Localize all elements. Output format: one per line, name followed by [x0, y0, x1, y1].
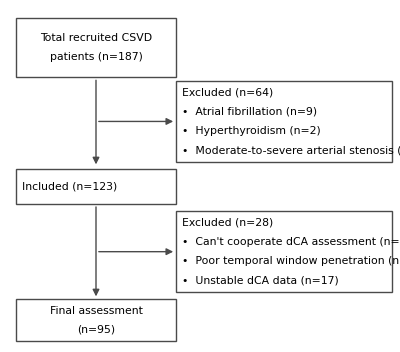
FancyBboxPatch shape — [16, 299, 176, 341]
Text: Included (n=123): Included (n=123) — [22, 182, 117, 191]
Text: Excluded (n=28): Excluded (n=28) — [182, 218, 273, 228]
Text: •  Unstable dCA data (n=17): • Unstable dCA data (n=17) — [182, 276, 339, 286]
FancyBboxPatch shape — [176, 81, 392, 162]
FancyBboxPatch shape — [176, 211, 392, 292]
Text: Final assessment: Final assessment — [50, 306, 142, 316]
Text: •  Hyperthyroidism (n=2): • Hyperthyroidism (n=2) — [182, 126, 321, 136]
Text: •  Can't cooperate dCA assessment (n=2): • Can't cooperate dCA assessment (n=2) — [182, 237, 400, 247]
Text: •  Atrial fibrillation (n=9): • Atrial fibrillation (n=9) — [182, 107, 317, 117]
Text: •  Poor temporal window penetration (n=9): • Poor temporal window penetration (n=9) — [182, 256, 400, 266]
Text: Excluded (n=64): Excluded (n=64) — [182, 87, 273, 98]
Text: (n=95): (n=95) — [77, 325, 115, 335]
FancyBboxPatch shape — [16, 18, 176, 77]
Text: patients (n=187): patients (n=187) — [50, 52, 142, 62]
Text: Total recruited CSVD: Total recruited CSVD — [40, 33, 152, 43]
FancyBboxPatch shape — [16, 169, 176, 204]
Text: •  Moderate-to-severe arterial stenosis (n=53): • Moderate-to-severe arterial stenosis (… — [182, 145, 400, 156]
